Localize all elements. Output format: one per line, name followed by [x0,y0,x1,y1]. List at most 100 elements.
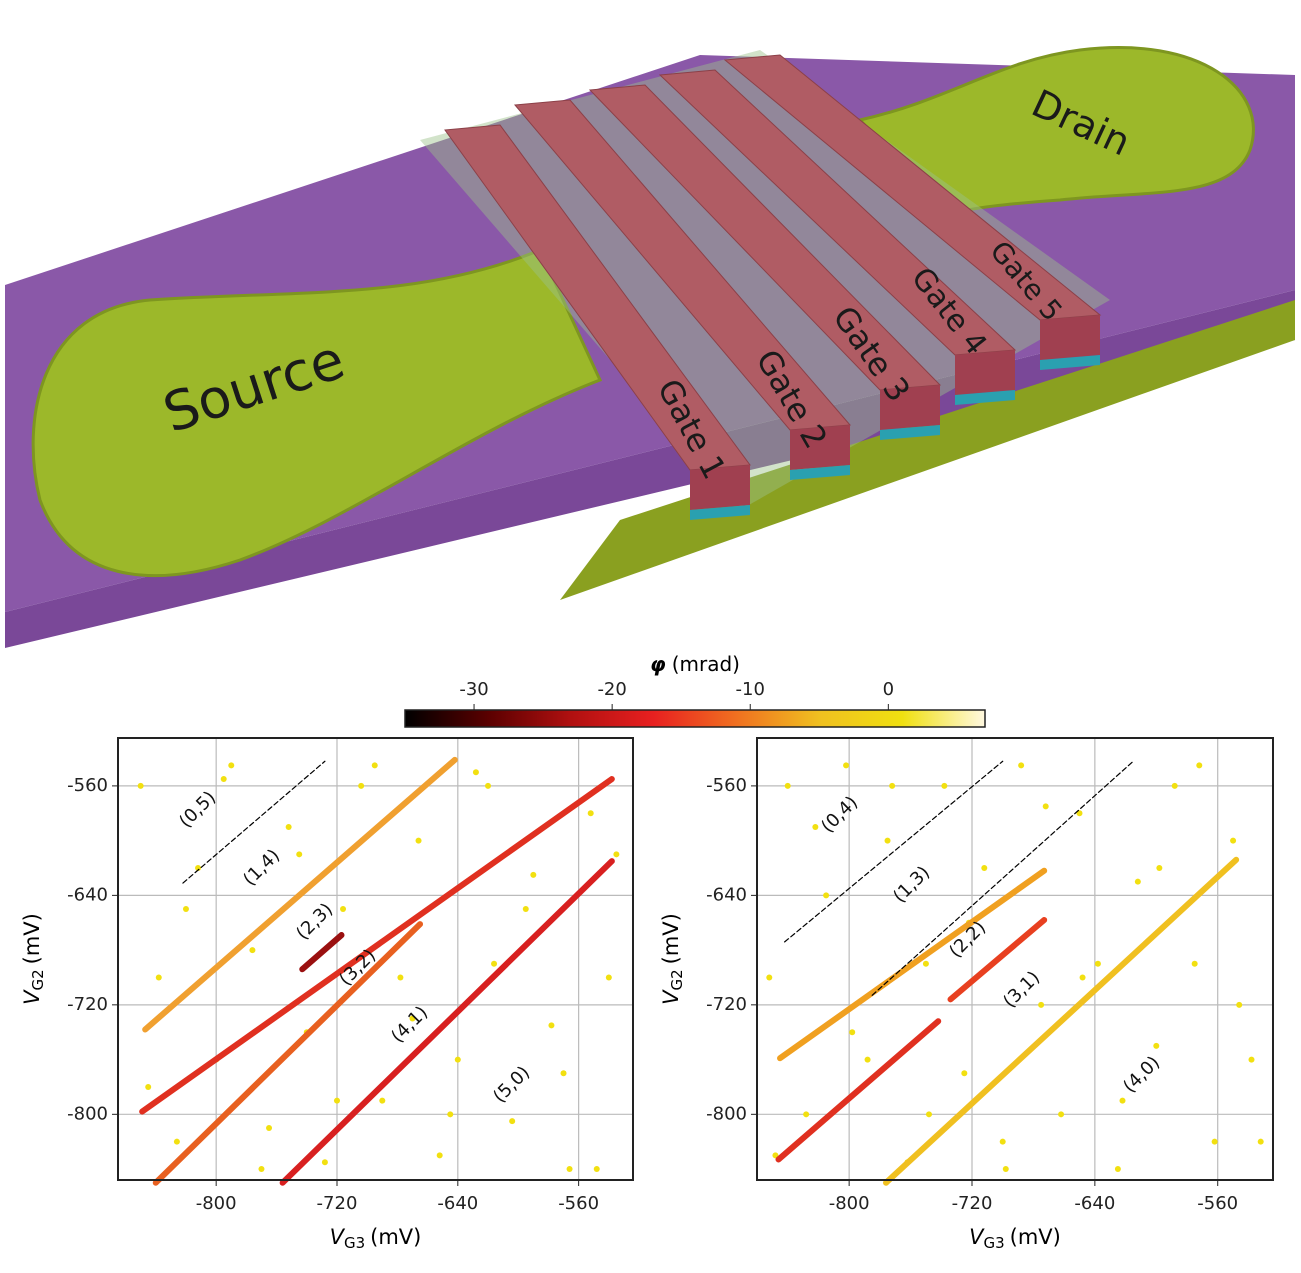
point [1156,865,1163,871]
gate-oxide [1040,355,1100,370]
point [472,769,479,776]
gate-oxide [790,465,850,480]
point [228,762,235,769]
transition-line [139,776,615,1115]
point [436,1152,443,1159]
point [415,837,422,844]
point [1171,782,1178,789]
gate-front [690,465,750,510]
point [530,871,537,878]
point [220,776,227,783]
point [605,974,612,981]
point [491,960,498,967]
annotation: (0,5) [175,787,220,832]
source-pad [31,248,603,577]
point [566,1166,573,1173]
x-tick-label: -800 [829,1193,870,1214]
transition-line [775,1018,942,1163]
point [145,1083,152,1090]
y-tick-label: -640 [706,884,747,905]
y-label-unit: (mV) [20,913,44,964]
point [843,762,850,769]
point [999,1138,1006,1145]
annotation: (0,4) [817,792,862,837]
x-tick-label: -720 [317,1193,358,1214]
point [1002,1166,1009,1173]
point [926,1111,932,1118]
colorbar-label: φ (mrad) [650,652,740,676]
point [195,865,202,871]
colorbar-tick-label: 0 [883,679,894,700]
x-label-symbol: V [330,1225,346,1249]
point [884,837,891,844]
point [447,1111,454,1118]
point [1042,803,1049,810]
point [1018,762,1025,769]
y-tick-label: -560 [67,775,108,796]
point [1236,1001,1243,1008]
point [1038,1001,1045,1008]
colorbar-symbol: φ [650,652,666,676]
gate-oxide [955,390,1015,405]
transition-line [182,760,326,884]
x-label-unit: (mV) [370,1225,421,1249]
point [137,782,144,789]
y-tick-label: -640 [67,884,108,905]
chart: -800 -720 -640 -560 -560 -640 -720 -800 (0,5) (1,… [20,737,634,1252]
gate-oxide [690,505,750,520]
x-label-sub: G3 [983,1234,1004,1252]
y-label-unit: (mV) [659,913,683,964]
y-tick-label: -560 [706,775,747,796]
plot-frame [117,737,634,1181]
chart: -800 -720 -640 -560 -560 -640 -720 -800 (0,4) (1,… [659,737,1274,1252]
y-tick-label: -800 [706,1103,747,1124]
x-tick-label: -640 [1074,1193,1115,1214]
x-tick-label: -560 [558,1193,599,1214]
substrate-side [560,300,1295,600]
point [409,1015,416,1022]
x-label-symbol: V [969,1225,985,1249]
point [784,782,791,789]
point [285,823,292,830]
point [379,1097,386,1104]
point [1079,974,1086,981]
point [812,823,819,830]
point [1094,960,1101,967]
transition-line [883,856,1240,1186]
y-tick-label: -720 [706,994,747,1015]
point [454,1056,461,1063]
point [548,1022,555,1029]
transition-line [784,760,1004,943]
point [266,1125,273,1131]
transition-line [142,756,458,1033]
gate-front [955,350,1015,395]
point [613,851,620,858]
y-label-sub: G2 [29,969,47,990]
x-axis-label: VG3 (mV) [330,1225,422,1252]
x-axis-label: VG3 (mV) [969,1225,1061,1252]
point [766,974,773,981]
point [1114,1166,1121,1173]
transition-line [947,917,1048,1003]
point [1153,1042,1160,1049]
y-label-symbol: V [659,989,683,1005]
gate-oxide [880,425,940,440]
colorbar-tick-label: -10 [736,679,765,700]
y-tick-label: -720 [67,994,108,1015]
transition-line [152,921,424,1186]
point [587,810,594,817]
x-tick-label: -720 [952,1193,993,1214]
point [1196,762,1203,769]
transition-line [299,932,345,973]
point [1058,1111,1065,1118]
point [1211,1138,1218,1145]
x-label-unit: (mV) [1010,1225,1061,1249]
colorbar-unit: (mrad) [672,652,740,676]
point [823,892,830,899]
gate-front [880,385,940,430]
point [249,947,256,954]
gate-front [1040,315,1100,360]
y-axis-label: VG2 (mV) [20,913,47,1005]
x-tick-label: -800 [196,1193,237,1214]
